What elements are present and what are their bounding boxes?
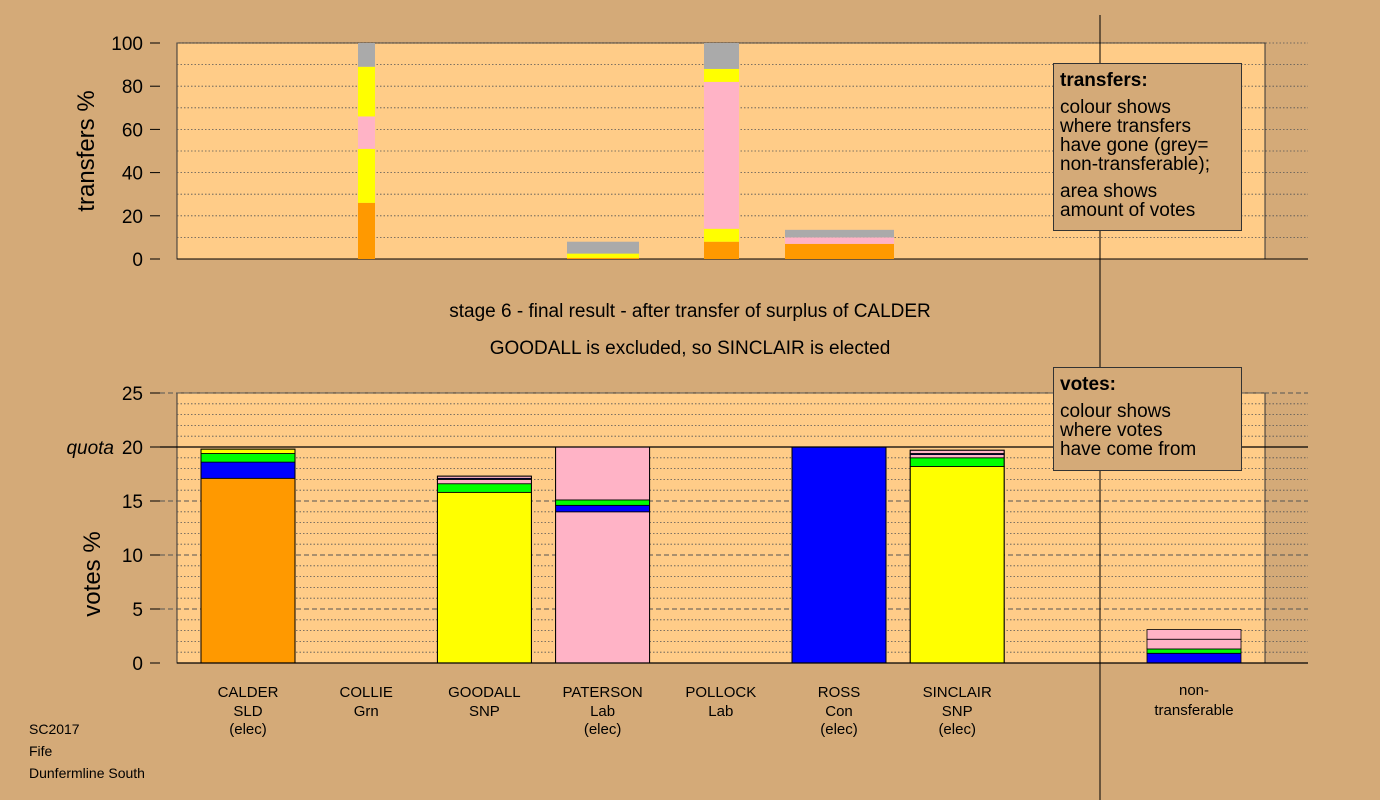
vote-bar-segment bbox=[909, 457, 1005, 467]
transfers-y-tick-label: 20 bbox=[122, 207, 143, 228]
votes-y-tick-label: 20 bbox=[122, 438, 143, 459]
candidate-name: SINCLAIR bbox=[923, 684, 992, 701]
footer-ward: Dunfermline South bbox=[29, 765, 145, 781]
transfers-legend-line: where transfers bbox=[1060, 116, 1191, 137]
transfers-y-tick-label: 80 bbox=[122, 77, 143, 98]
votes-legend-line: have come from bbox=[1060, 439, 1197, 460]
transfer-bar-segment bbox=[785, 237, 894, 244]
transfer-bar-segment bbox=[704, 81, 739, 229]
votes-legend: votes: colour shows where votes have com… bbox=[1053, 367, 1242, 471]
vote-bar-segment bbox=[436, 478, 532, 485]
votes-y-tick-label: 10 bbox=[122, 546, 143, 567]
candidate-name: PATERSON bbox=[562, 684, 642, 701]
vote-bar-segment bbox=[200, 461, 296, 479]
stage-line-2: GOODALL is excluded, so SINCLAIR is elec… bbox=[489, 338, 891, 359]
candidate-party: SNP bbox=[942, 703, 973, 720]
vote-bar-segment bbox=[200, 477, 296, 664]
transfers-legend-line: colour shows bbox=[1060, 97, 1171, 118]
candidate-name: CALDER bbox=[218, 684, 279, 701]
candidate-status: (elec) bbox=[584, 721, 622, 738]
transfers-y-tick-label: 100 bbox=[111, 34, 143, 55]
transfer-bar-segment bbox=[704, 43, 739, 69]
candidate-name: GOODALL bbox=[448, 684, 521, 701]
transfer-bar-segment bbox=[704, 228, 739, 242]
non-transferable-segment bbox=[1146, 629, 1242, 640]
non-transferable-segment bbox=[1146, 638, 1242, 650]
transfers-legend-line: have gone (grey= bbox=[1060, 135, 1209, 156]
vote-bar-segment bbox=[555, 511, 650, 664]
candidate-status: (elec) bbox=[820, 721, 858, 738]
transfers-legend-title: transfers: bbox=[1060, 70, 1148, 91]
vote-bar-segment bbox=[200, 448, 296, 454]
vote-bar-segment bbox=[436, 483, 532, 493]
transfers-y-tick-label: 60 bbox=[122, 120, 143, 141]
footer-council: Fife bbox=[29, 743, 53, 759]
candidate-status: (elec) bbox=[229, 721, 267, 738]
candidate-party: Lab bbox=[708, 703, 733, 720]
transfer-bar-segment bbox=[704, 68, 739, 82]
vote-bar-segment bbox=[791, 446, 887, 664]
transfer-bar-segment bbox=[567, 257, 639, 259]
candidate-party: Grn bbox=[354, 703, 379, 720]
candidate-party: SNP bbox=[469, 703, 500, 720]
non-transferable-label: non- bbox=[1179, 682, 1209, 699]
transfers-legend-line: amount of votes bbox=[1060, 200, 1196, 221]
non-transferable-label: transferable bbox=[1154, 702, 1233, 719]
transfer-bar-segment bbox=[358, 66, 375, 117]
quota-label: quota bbox=[66, 438, 114, 459]
non-transferable-segment bbox=[1146, 648, 1242, 654]
candidate-party: Lab bbox=[590, 703, 615, 720]
votes-y-tick-label: 25 bbox=[122, 384, 143, 405]
votes-legend-line: where votes bbox=[1060, 420, 1163, 441]
votes-legend-title: votes: bbox=[1060, 374, 1116, 395]
stage-line-1: stage 6 - final result - after transfer … bbox=[449, 301, 931, 322]
candidate-name: COLLIE bbox=[340, 684, 393, 701]
transfer-bar-segment bbox=[704, 241, 739, 259]
transfer-bar-segment bbox=[358, 202, 375, 259]
vote-bar-segment bbox=[555, 446, 650, 501]
votes-y-tick-label: 5 bbox=[132, 600, 143, 621]
transfers-y-axis-label: transfers % bbox=[73, 90, 100, 211]
candidate-name: POLLOCK bbox=[685, 684, 756, 701]
transfers-legend-line: non-transferable); bbox=[1060, 154, 1210, 175]
non-transferable-segment bbox=[1146, 652, 1242, 664]
candidate-party: SLD bbox=[233, 703, 262, 720]
transfers-y-tick-label: 40 bbox=[122, 164, 143, 185]
transfers-legend-line: area shows bbox=[1060, 181, 1158, 202]
candidate-status: (elec) bbox=[938, 721, 976, 738]
transfer-bar-segment bbox=[358, 148, 375, 203]
votes-y-tick-label: 15 bbox=[122, 492, 143, 513]
transfer-bar-segment bbox=[567, 253, 639, 258]
transfer-bar-segment bbox=[785, 229, 894, 238]
vote-bar-segment bbox=[436, 491, 532, 664]
transfers-legend: transfers: colour shows where transfers … bbox=[1053, 63, 1242, 231]
votes-y-axis-label: votes % bbox=[79, 531, 106, 616]
vote-bar-segment bbox=[909, 454, 1005, 459]
transfer-bar-segment bbox=[785, 243, 894, 259]
candidate-party: Con bbox=[825, 703, 853, 720]
vote-bar-segment bbox=[909, 466, 1005, 664]
votes-panel: 0 5 10 15 20 25 votes % quota bbox=[66, 384, 1308, 675]
transfer-bar-segment bbox=[567, 241, 639, 254]
transfers-y-tick-label: 0 bbox=[132, 250, 143, 271]
vote-bar-segment bbox=[555, 504, 650, 513]
vote-bar-segment bbox=[555, 499, 650, 506]
transfer-bar-segment bbox=[358, 116, 375, 149]
footer-election: SC2017 bbox=[29, 721, 80, 737]
transfer-bar-segment bbox=[358, 43, 375, 67]
votes-y-tick-label: 0 bbox=[132, 654, 143, 675]
votes-legend-line: colour shows bbox=[1060, 401, 1171, 422]
vote-bar-segment bbox=[200, 453, 296, 463]
candidate-name: ROSS bbox=[818, 684, 861, 701]
